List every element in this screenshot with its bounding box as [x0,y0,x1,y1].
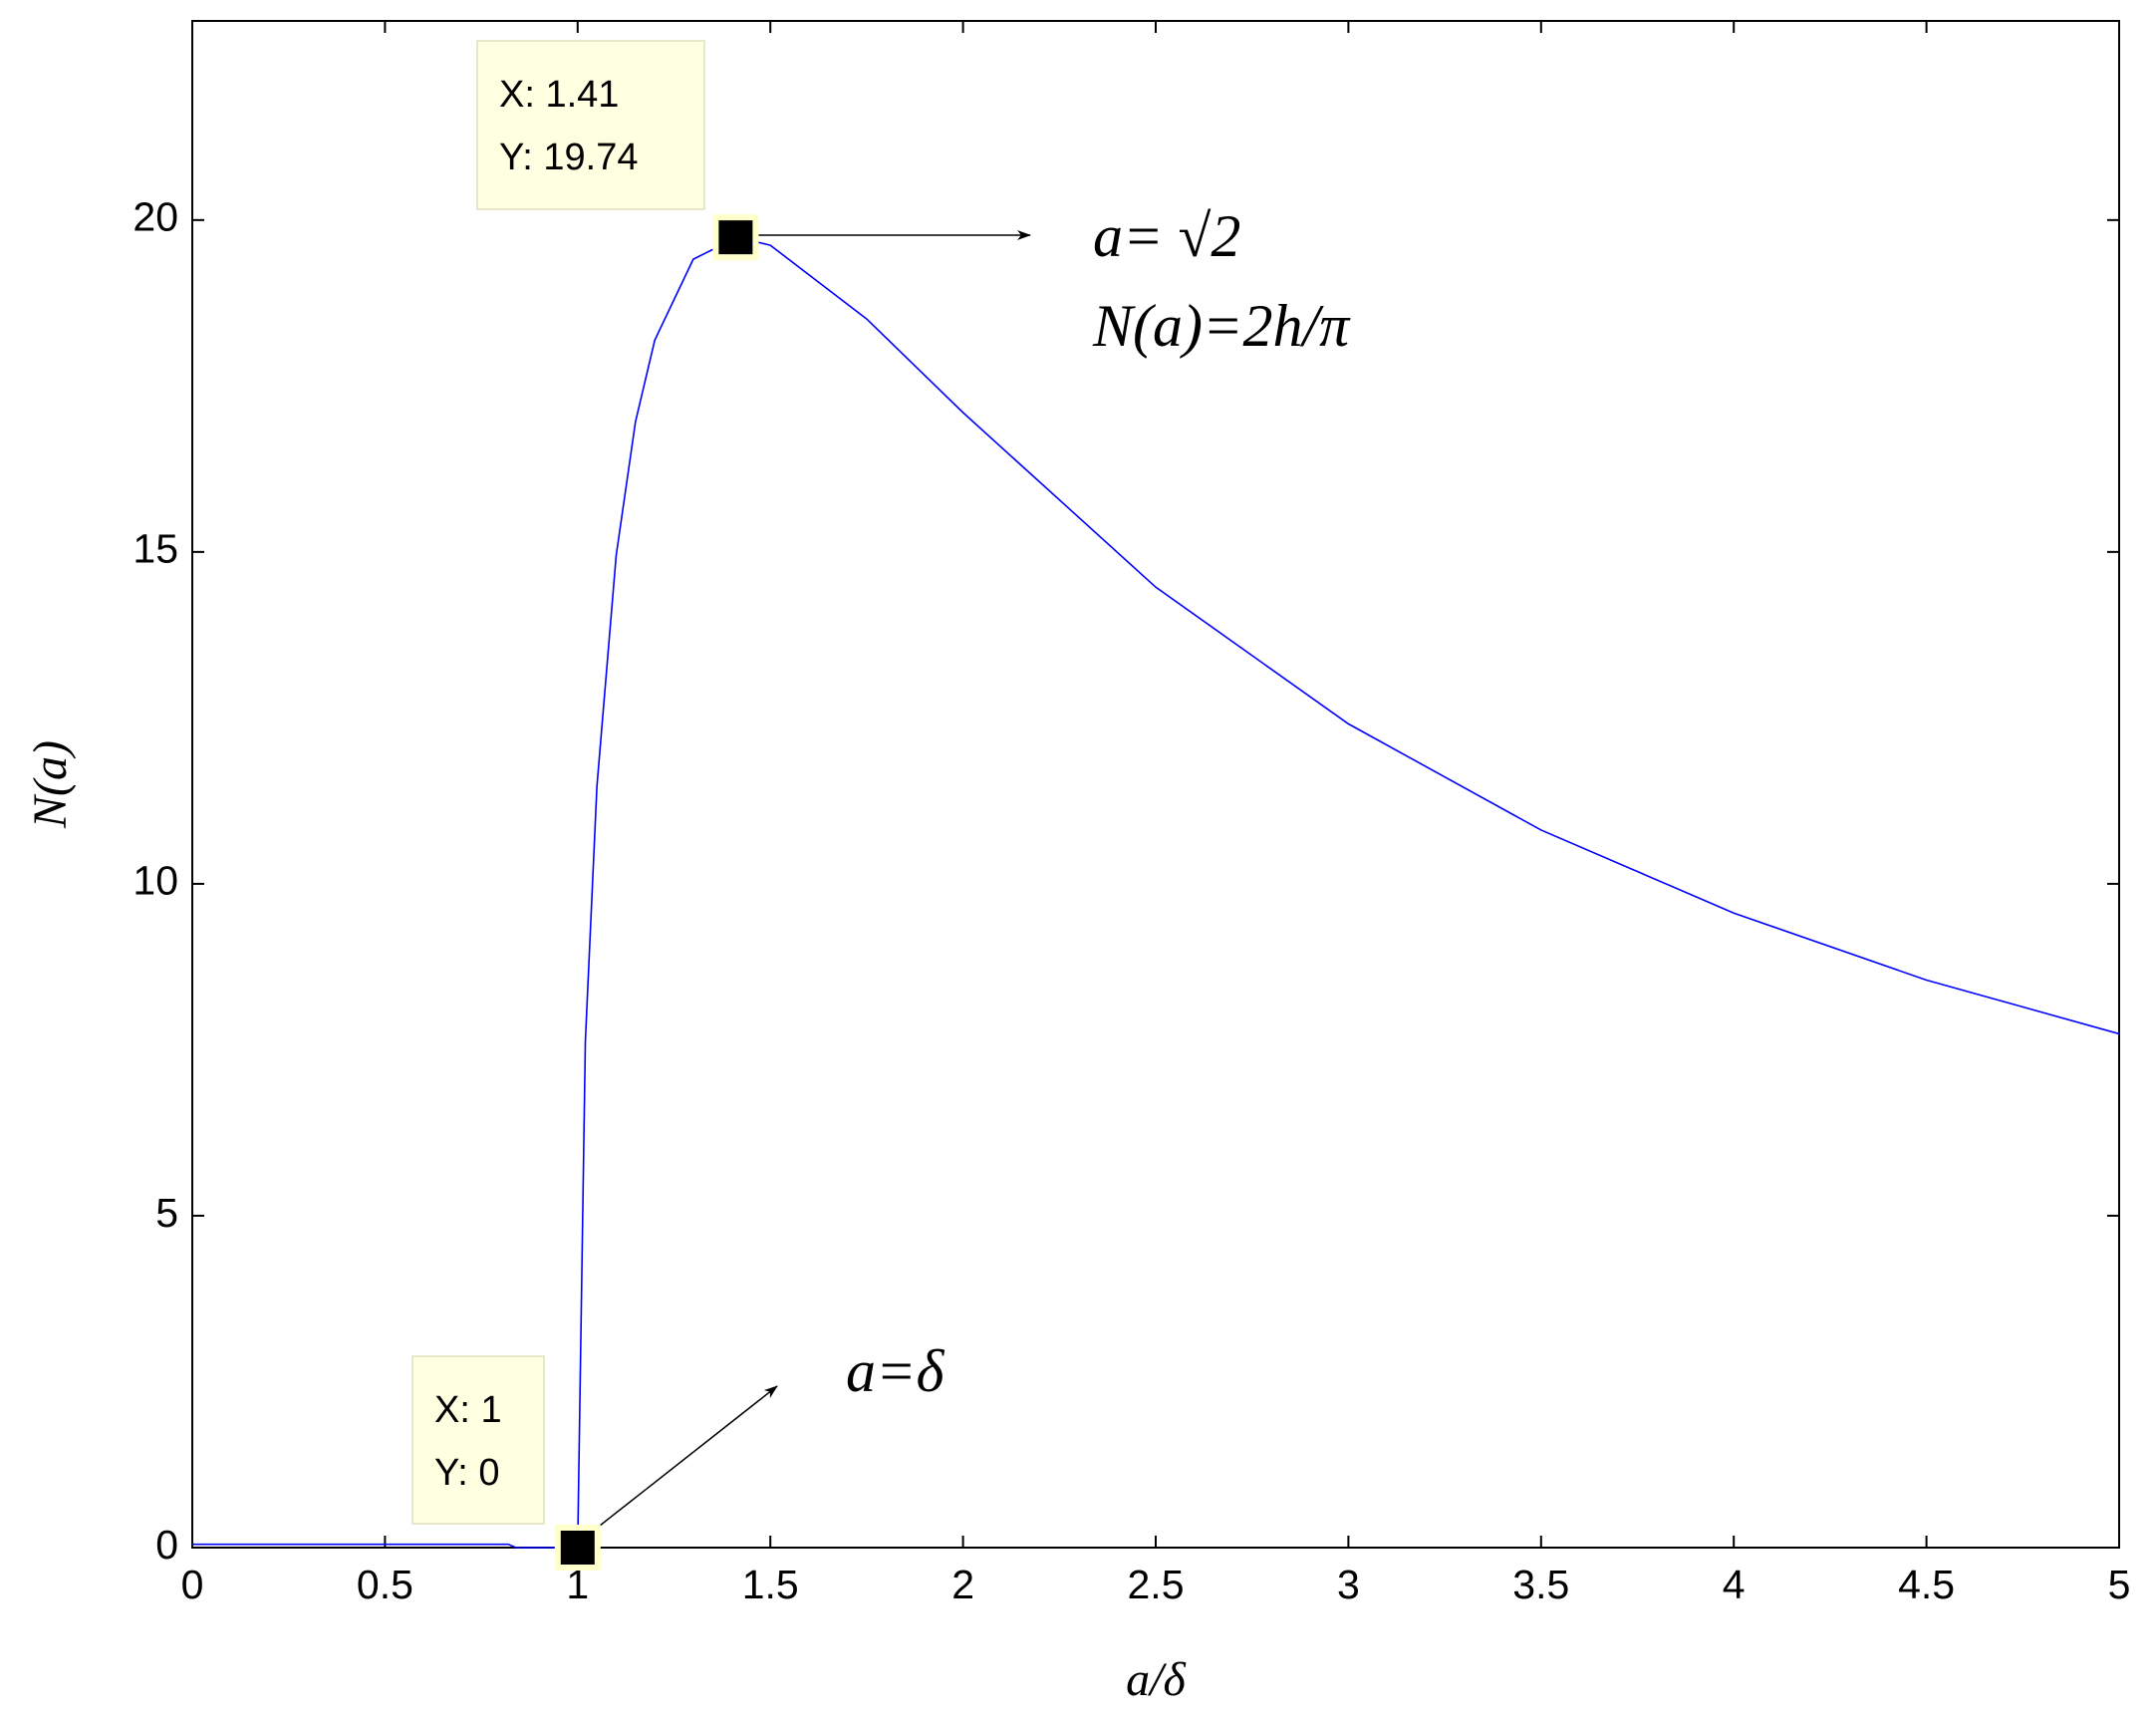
datatip-text: Y: 19.74 [499,137,638,178]
x-tick-label: 2.5 [1128,1562,1185,1607]
datatip-marker [554,1525,601,1571]
x-tick-label: 3 [1337,1562,1360,1607]
y-tick-label: 5 [155,1190,178,1236]
datatip-marker [712,214,759,261]
x-tick-label: 4 [1723,1562,1746,1607]
x-tick-label: 4.5 [1898,1562,1955,1607]
annotation: a= √2 [1093,203,1240,269]
x-tick-label: 0.5 [357,1562,413,1607]
arrow [571,1385,778,1549]
x-tick-label: 0 [181,1562,204,1607]
y-tick-label: 10 [133,858,178,904]
x-axis-label: a/δ [1126,1653,1186,1706]
plot-area: 0 0.5 1 1.5 2 2.5 3 3.5 4 4.5 5 0 5 10 15 20 [133,21,2130,1607]
y-tick-label: 15 [133,526,178,572]
plot-frame [191,20,2120,1549]
datatip-text: Y: 0 [434,1452,500,1494]
y-tick-label: 0 [155,1522,178,1568]
x-tick-label: 2 [951,1562,974,1607]
datatip-box [476,40,705,210]
x-tick-label: 3.5 [1512,1562,1569,1607]
y-tick-label: 20 [133,194,178,240]
datatip-text: X: 1.41 [499,74,619,116]
y-axis-label: N(a) [24,740,77,829]
annotation: a=δ [846,1338,944,1404]
datatip-box [411,1355,545,1525]
annotation: N(a)=2h/π [1092,293,1351,359]
x-tick-label: 1 [566,1562,589,1607]
x-tick-label: 1.5 [742,1562,799,1607]
x-tick-label: 5 [2108,1562,2131,1607]
datatip-text: X: 1 [434,1389,502,1431]
